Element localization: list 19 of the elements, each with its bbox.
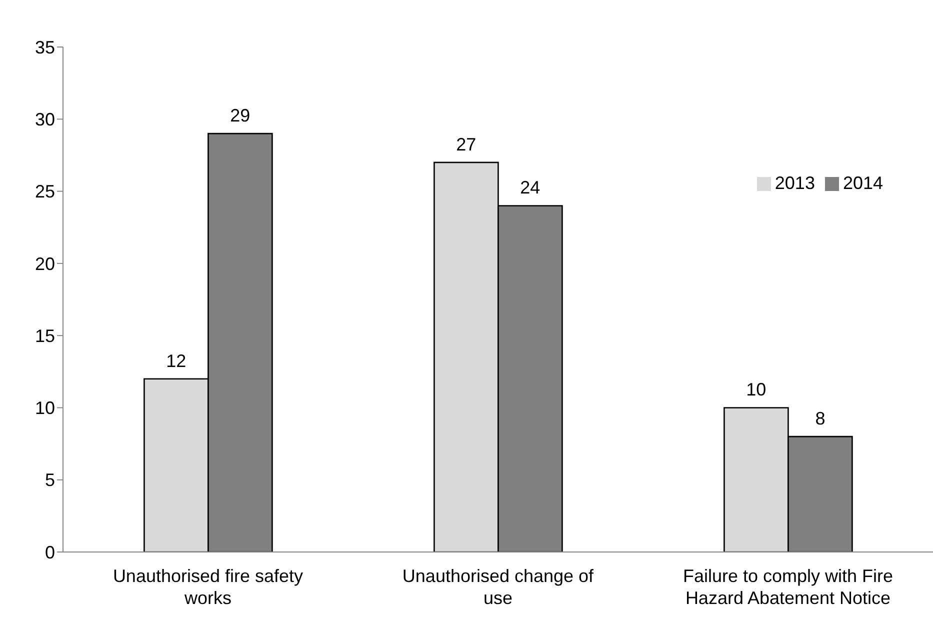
data-label: 27 <box>456 134 476 154</box>
y-tick-label: 0 <box>44 542 55 562</box>
data-label: 10 <box>746 380 766 400</box>
data-label: 24 <box>520 178 540 198</box>
y-tick-label: 10 <box>34 398 55 418</box>
x-tick-label: Unauthorised change of use <box>402 566 595 608</box>
y-tick-label: 35 <box>34 37 55 58</box>
x-tick-label: Failure to comply with Fire Hazard Abatement Notice <box>682 566 894 608</box>
y-tick-label: 30 <box>34 110 55 130</box>
data-label: 29 <box>230 106 250 126</box>
legend-label: 2014 <box>842 173 883 193</box>
y-tick-label: 20 <box>34 254 55 274</box>
y-tick-label: 25 <box>34 182 55 202</box>
data-label: 12 <box>166 350 186 371</box>
data-label: 8 <box>815 408 826 429</box>
x-tick-label: Unauthorised fire safety works <box>112 566 304 608</box>
legend-label: 2013 <box>774 173 815 193</box>
y-tick-label: 5 <box>44 470 55 490</box>
y-tick-label: 15 <box>34 326 55 346</box>
